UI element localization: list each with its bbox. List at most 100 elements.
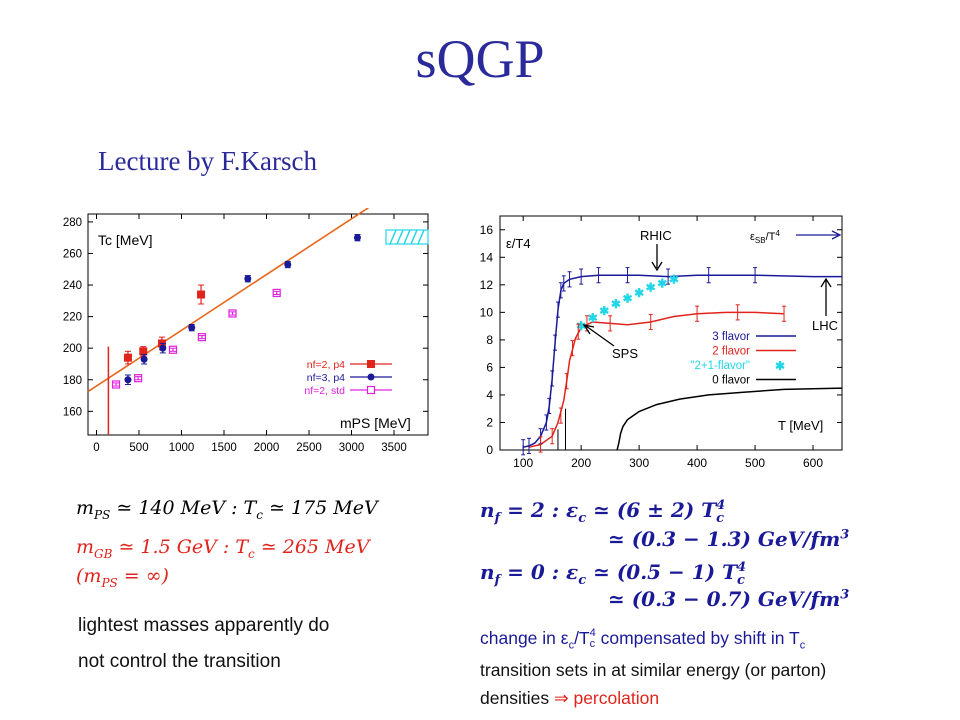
note-transition-sets-in: transition sets in at similar energy (or…	[480, 660, 827, 680]
data-point	[188, 324, 196, 332]
legend-marker: ✱	[775, 359, 785, 373]
fit-line	[87, 208, 369, 393]
lhc-label: LHC	[812, 318, 838, 333]
x-tick-label: 2000	[254, 442, 280, 454]
data-point: ✱	[611, 297, 621, 311]
y-tick-label: 14	[480, 250, 494, 264]
sps-arrow	[582, 324, 615, 347]
x-tick-label: 400	[687, 456, 707, 470]
slide-subtitle: Lecture by F.Karsch	[98, 146, 318, 176]
x-tick-label: 300	[629, 456, 649, 470]
x-tick-label: 500	[745, 456, 765, 470]
data-point: ✱	[599, 304, 609, 318]
data-point	[159, 344, 167, 352]
x-axis-label: mPS [MeV]	[340, 415, 411, 431]
y-tick-label: 0	[486, 443, 493, 457]
x-tick-label: 3000	[339, 442, 365, 454]
chart-marks: ✱✱ ✱ ✱ ✱ ✱ ✱ ✱ ✱	[521, 267, 843, 456]
data-point	[140, 355, 148, 363]
hatched-box	[385, 229, 429, 245]
x-tick-label: 500	[129, 442, 148, 454]
rhic-arrow	[651, 244, 663, 272]
legend-label: 2 flavor	[712, 346, 750, 358]
sb-limit-arrow	[796, 230, 842, 240]
y-tick-label: 4	[486, 388, 493, 402]
legend-marker	[366, 385, 376, 395]
y-tick-label: 16	[480, 223, 494, 237]
data-point	[244, 275, 252, 283]
chart-marks	[87, 208, 369, 435]
x-tick-label: 0	[93, 442, 99, 454]
note-transition: not control the transition	[78, 651, 281, 672]
chart-legend: 3 flavor 2 flavor "2+1-flavor" ✱ 0 flavor	[690, 331, 796, 387]
rhic-label: RHIC	[640, 228, 672, 243]
data-point	[134, 374, 143, 383]
data-point: ✱	[646, 281, 656, 295]
slide-title: sQGP	[415, 29, 545, 89]
equation-mgb: mGB ≃ 1.5 GeV : Tc ≃ 265 MeV	[76, 536, 370, 561]
y-axis-label: Tc [MeV]	[98, 232, 152, 248]
y-axis-label: ε/T4	[506, 236, 531, 251]
y-tick-label: 280	[63, 217, 82, 229]
plot-frame	[87, 213, 429, 436]
axis-ticks: 100 200 300 400 500 600 0 2 4 6 8 10 12 14 16	[480, 216, 842, 470]
x-tick-label: 2500	[296, 442, 322, 454]
plot-frame	[499, 215, 843, 451]
data-point	[139, 347, 148, 356]
y-tick-label: 180	[63, 375, 82, 387]
y-tick-label: 10	[480, 305, 494, 319]
data-point	[353, 234, 361, 242]
data-point	[284, 261, 292, 269]
note-lightest-masses: lightest masses apparently do	[78, 615, 330, 636]
legend-label: nf=2, std	[304, 385, 345, 397]
data-point	[111, 380, 121, 389]
data-point: ✱	[622, 292, 632, 306]
x-tick-label: 3500	[381, 442, 407, 454]
lhc-arrow	[820, 277, 832, 316]
legend-label: nf=3, p4	[307, 372, 345, 384]
data-point: ✱	[657, 276, 667, 290]
note-percolation: densities ⇒ percolation	[480, 688, 660, 708]
equation-nf0-density: ≃ (0.3 − 0.7) GeV/fm3	[608, 587, 850, 611]
x-tick-label: 600	[803, 456, 823, 470]
note-change-in-epsilon: change in εc/T 4 c compensated by shift in…	[480, 627, 806, 652]
data-point	[197, 333, 206, 342]
legend-label: 0 flavor	[712, 375, 750, 387]
legend-label: nf=2, p4	[307, 359, 345, 371]
data-point: ✱	[588, 311, 598, 325]
axis-ticks: 0 500 1000 1500 2000 2500 3000 3500 160 180 200 220…	[63, 214, 428, 454]
equation-mps-infinite: (mPS = ∞)	[76, 565, 169, 590]
equation-mps: mPS ≃ 140 MeV : Tc ≃ 175 MeV	[76, 497, 378, 522]
data-point: ✱	[669, 272, 679, 286]
y-tick-label: 220	[63, 312, 82, 324]
series-line	[616, 387, 843, 451]
legend-marker	[367, 373, 375, 381]
data-point	[228, 309, 237, 318]
y-tick-label: 260	[63, 248, 82, 260]
y-tick-label: 240	[63, 280, 82, 292]
x-tick-label: 1500	[211, 442, 237, 454]
x-tick-label: 200	[571, 456, 591, 470]
x-tick-label: 100	[513, 456, 533, 470]
tc-vs-mps-chart: 0 500 1000 1500 2000 2500 3000 3500 160 180 200 220…	[63, 208, 429, 454]
y-tick-label: 12	[480, 278, 494, 292]
legend-label: "2+1-flavor"	[690, 360, 750, 372]
x-axis-label: T [MeV]	[778, 418, 823, 433]
data-point: ✱	[576, 319, 586, 333]
legend-marker	[367, 360, 375, 368]
data-point	[272, 288, 281, 298]
data-point	[168, 345, 178, 354]
data-point	[123, 353, 132, 362]
data-point	[197, 290, 206, 299]
data-point: ✱	[634, 286, 644, 300]
y-tick-label: 8	[486, 333, 493, 347]
sb-limit-label: εSB/T4	[750, 229, 780, 245]
y-tick-label: 160	[63, 406, 82, 418]
legend-label: 3 flavor	[712, 331, 750, 343]
equation-nf2-density: ≃ (0.3 − 1.3) GeV/fm3	[608, 527, 850, 551]
y-tick-label: 200	[63, 343, 82, 355]
